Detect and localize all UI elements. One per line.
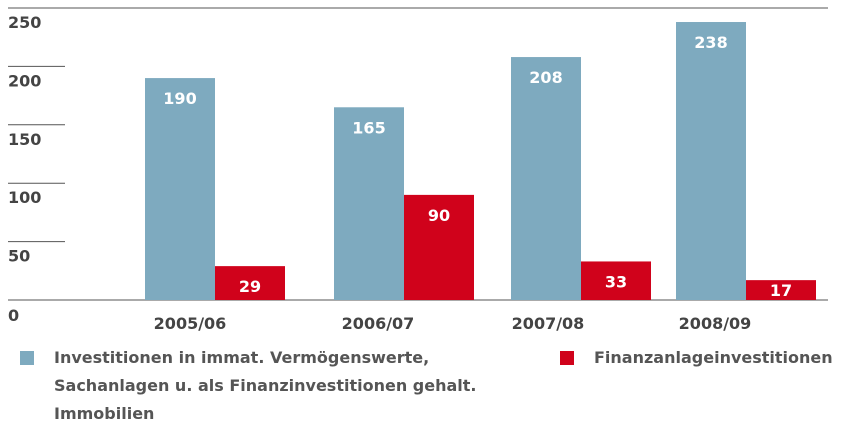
- bar: [676, 22, 746, 301]
- bar: [145, 78, 215, 300]
- legend-item: Finanzanlageinvestitionen: [560, 344, 859, 372]
- y-tick-label: 200: [8, 71, 41, 90]
- bar: [404, 194, 474, 300]
- bar: [511, 57, 581, 300]
- y-tick-label: 0: [8, 306, 19, 325]
- value-label: 90: [428, 206, 450, 225]
- x-tick-label: 2005/06: [154, 314, 227, 333]
- x-tick-label: 2008/09: [679, 314, 752, 333]
- y-tick-label: 50: [8, 247, 30, 266]
- legend-label: Investitionen in immat. Vermögenswerte, …: [54, 348, 477, 423]
- value-label: 165: [352, 118, 385, 137]
- value-label: 208: [529, 68, 562, 87]
- value-label: 29: [239, 277, 261, 296]
- bar: [215, 266, 285, 300]
- bar: [581, 261, 651, 300]
- value-label: 33: [605, 272, 627, 291]
- legend-item: Investitionen in immat. Vermögenswerte, …: [20, 344, 534, 428]
- x-tick-label: 2007/08: [512, 314, 585, 333]
- value-label: 190: [163, 89, 196, 108]
- legend-label: Finanzanlageinvestitionen: [594, 348, 833, 367]
- legend-swatch: [20, 351, 34, 365]
- value-label: 17: [770, 281, 792, 300]
- bar: [334, 107, 404, 300]
- value-label: 238: [694, 33, 727, 52]
- y-tick-label: 150: [8, 130, 41, 149]
- legend-swatch: [560, 351, 574, 365]
- y-tick-label: 250: [8, 13, 41, 32]
- y-tick-label: 100: [8, 188, 41, 207]
- x-tick-label: 2006/07: [342, 314, 415, 333]
- bar: [746, 280, 816, 300]
